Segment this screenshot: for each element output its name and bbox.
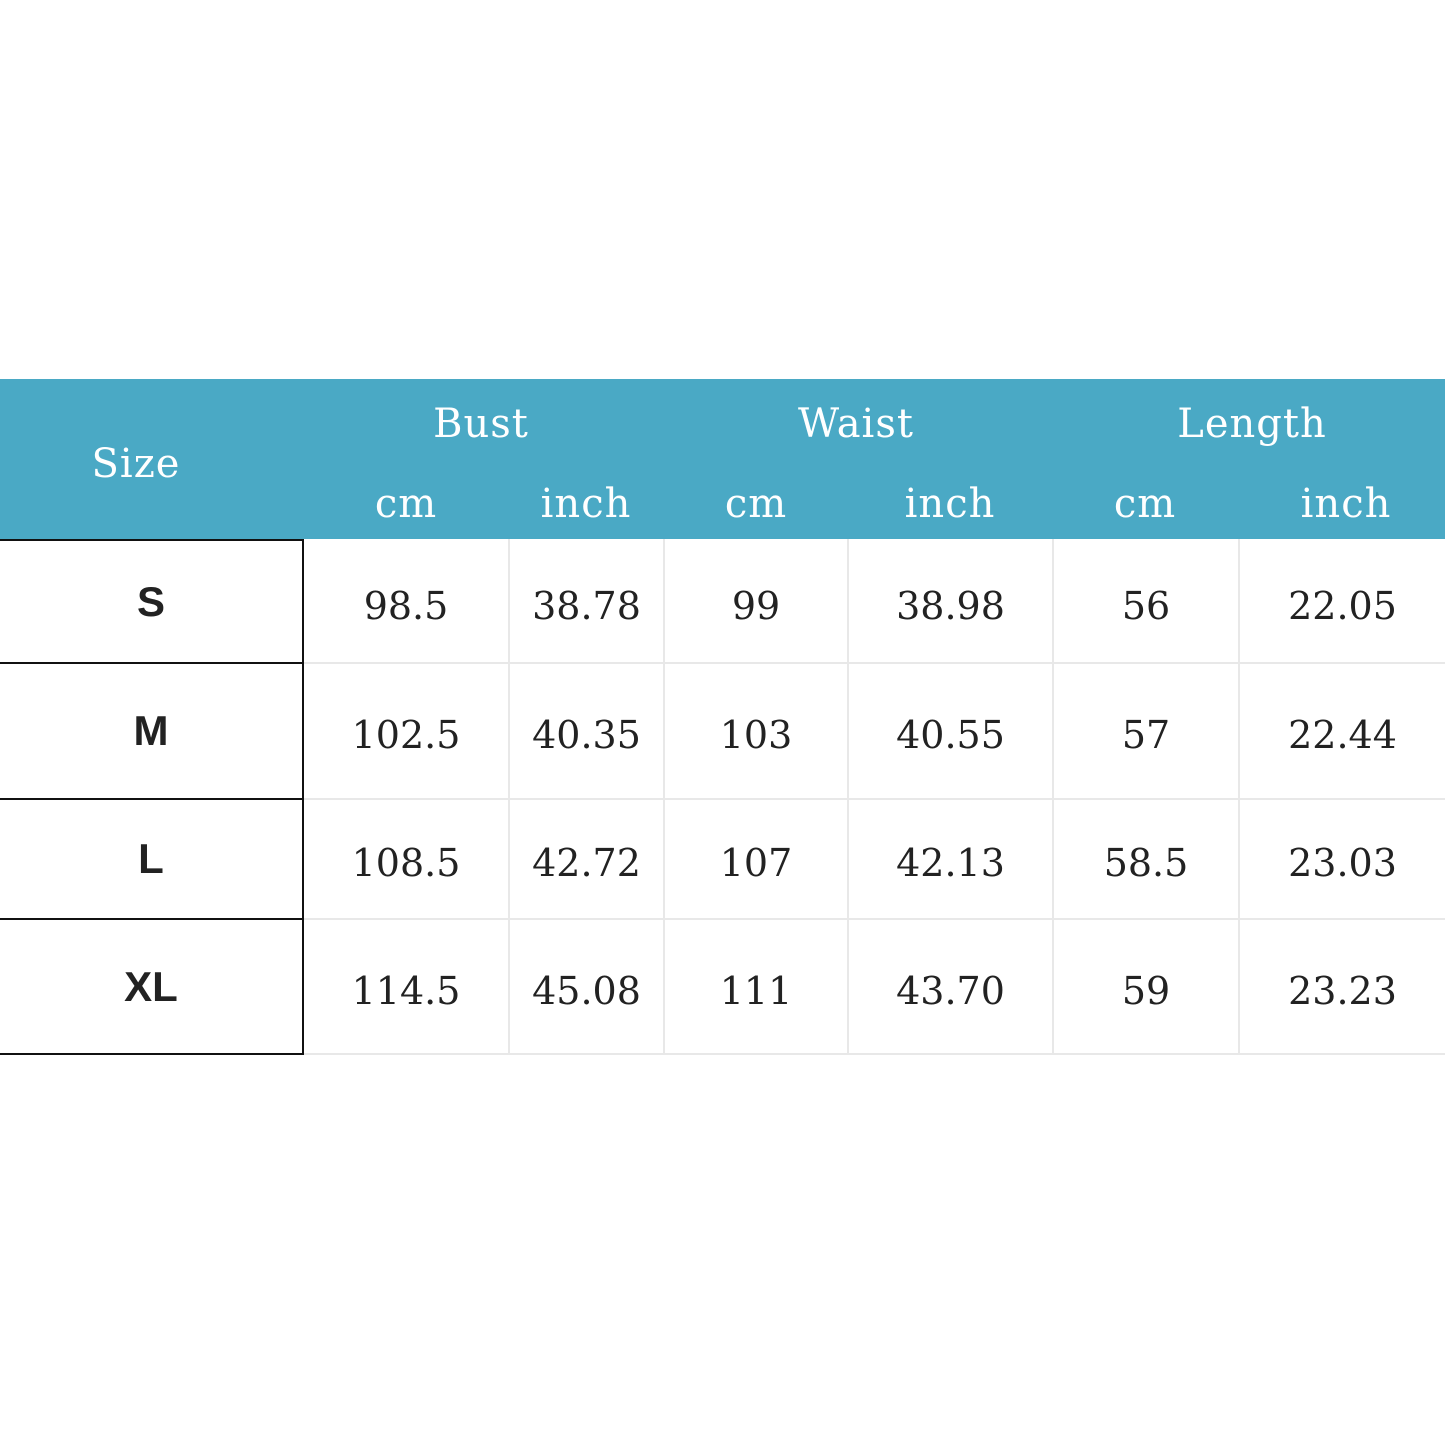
value-cell: 40.55 xyxy=(849,662,1054,800)
value-cell: 42.13 xyxy=(849,798,1054,920)
length-cm-header: cm xyxy=(1113,481,1177,527)
waist-cm-header: cm xyxy=(724,481,788,527)
value-cell: 57 xyxy=(1054,662,1240,800)
size-cell: M xyxy=(0,662,304,800)
value-cell: 40.35 xyxy=(510,662,665,800)
size-cell: L xyxy=(0,798,304,920)
value-cell: 38.78 xyxy=(510,539,665,664)
value-cell: 56 xyxy=(1054,539,1240,664)
value-cell: 42.72 xyxy=(510,798,665,920)
value-cell: 23.03 xyxy=(1240,798,1445,920)
table-header: Size Bust Waist Length cm inch cm inch c… xyxy=(0,379,1445,539)
value-cell: 58.5 xyxy=(1054,798,1240,920)
value-cell: 98.5 xyxy=(304,539,510,664)
bust-header: Bust xyxy=(433,401,529,447)
value-cell: 59 xyxy=(1054,918,1240,1055)
value-cell: 38.98 xyxy=(849,539,1054,664)
value-cell: 114.5 xyxy=(304,918,510,1055)
value-cell: 103 xyxy=(665,662,849,800)
length-inch-header: inch xyxy=(1300,481,1392,527)
value-cell: 107 xyxy=(665,798,849,920)
bust-inch-header: inch xyxy=(540,481,632,527)
value-cell: 22.05 xyxy=(1240,539,1445,664)
value-cell: 22.44 xyxy=(1240,662,1445,800)
value-cell: 43.70 xyxy=(849,918,1054,1055)
bust-cm-header: cm xyxy=(374,481,438,527)
value-cell: 102.5 xyxy=(304,662,510,800)
size-cell: S xyxy=(0,539,304,664)
value-cell: 23.23 xyxy=(1240,918,1445,1055)
size-cell: XL xyxy=(0,918,304,1055)
size-header: Size xyxy=(91,441,181,487)
waist-header: Waist xyxy=(798,401,914,447)
length-header: Length xyxy=(1177,401,1327,447)
value-cell: 45.08 xyxy=(510,918,665,1055)
value-cell: 111 xyxy=(665,918,849,1055)
waist-inch-header: inch xyxy=(904,481,996,527)
value-cell: 108.5 xyxy=(304,798,510,920)
value-cell: 99 xyxy=(665,539,849,664)
